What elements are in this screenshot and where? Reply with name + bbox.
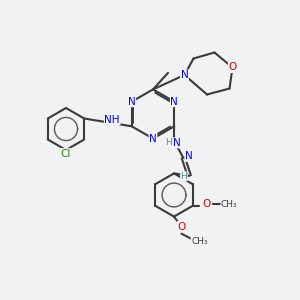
Text: N: N [170,97,178,107]
Text: O: O [202,199,210,209]
Text: CH₃: CH₃ [191,237,208,246]
Text: N: N [149,134,157,144]
Text: Cl: Cl [61,148,71,159]
Text: N: N [185,151,193,161]
Text: O: O [228,62,237,73]
Text: NH: NH [104,115,120,125]
Text: CH₃: CH₃ [221,200,238,209]
Text: H: H [181,172,187,181]
Text: H: H [166,138,172,147]
Text: N: N [128,97,136,107]
Text: N: N [181,70,188,80]
Text: N: N [173,138,181,148]
Text: O: O [177,221,186,232]
